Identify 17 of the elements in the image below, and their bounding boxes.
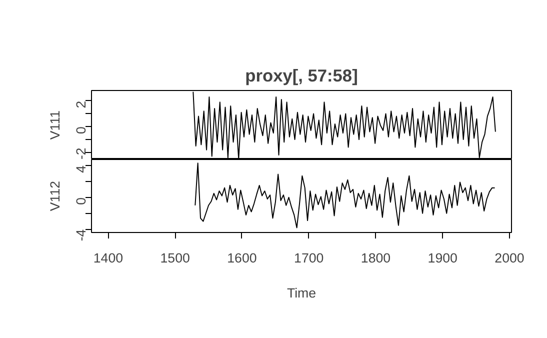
x-tick-label: 2000 <box>494 250 524 266</box>
x-axis-title: Time <box>286 286 316 300</box>
y-tick-label: 0 <box>74 197 88 205</box>
x-tick-label: 1700 <box>294 250 324 266</box>
x-tick-label: 1400 <box>93 250 124 266</box>
y-tick-label: 2 <box>74 100 88 108</box>
x-tick-label: 1900 <box>428 250 458 266</box>
y-tick-label: 0 <box>74 126 88 134</box>
y-tick-label: 4 <box>74 164 88 173</box>
x-tick-label: 1500 <box>160 250 190 266</box>
y-tick-label: -2 <box>74 148 88 160</box>
y-axis-title: V111 <box>48 110 62 140</box>
x-tick-label: 1600 <box>227 250 257 266</box>
y-axis-title: V112 <box>48 180 62 212</box>
chart-title: proxy[, 57:58] <box>245 66 358 86</box>
x-tick-label: 1800 <box>360 250 391 266</box>
y-tick-label: -4 <box>74 228 88 242</box>
